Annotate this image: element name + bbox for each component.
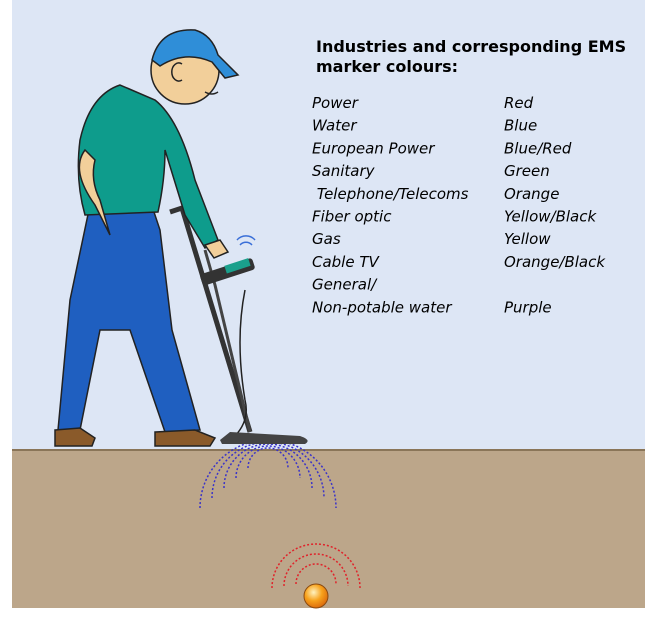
ems-marker [304, 584, 328, 608]
marker-colour: Yellow [504, 230, 551, 248]
marker-colour: Purple [504, 298, 552, 316]
industry: Water [312, 117, 357, 135]
illustration: Industries and corresponding EMS marker … [0, 0, 657, 617]
ground [12, 450, 645, 608]
marker-colour: Orange [504, 185, 559, 203]
industry: General/ [312, 276, 378, 294]
industry: European Power [312, 139, 435, 157]
industry: Fiber optic [312, 208, 392, 226]
industry: Non-potable water [312, 298, 452, 316]
industry: Power [312, 94, 359, 112]
marker-colour: Yellow/Black [504, 208, 597, 226]
marker-colour: Blue [504, 117, 537, 135]
legend-title: marker colours: [316, 57, 458, 76]
marker-colour: Blue/Red [504, 139, 572, 157]
industry: Cable TV [312, 253, 381, 271]
marker-colour: Green [504, 162, 550, 180]
marker-colour: Orange/Black [504, 253, 606, 271]
legend-title: Industries and corresponding EMS [316, 37, 626, 56]
industry: Sanitary [312, 162, 376, 180]
industry: Telephone/Telecoms [312, 185, 469, 203]
marker-colour: Red [504, 94, 534, 112]
industry: Gas [312, 230, 341, 248]
